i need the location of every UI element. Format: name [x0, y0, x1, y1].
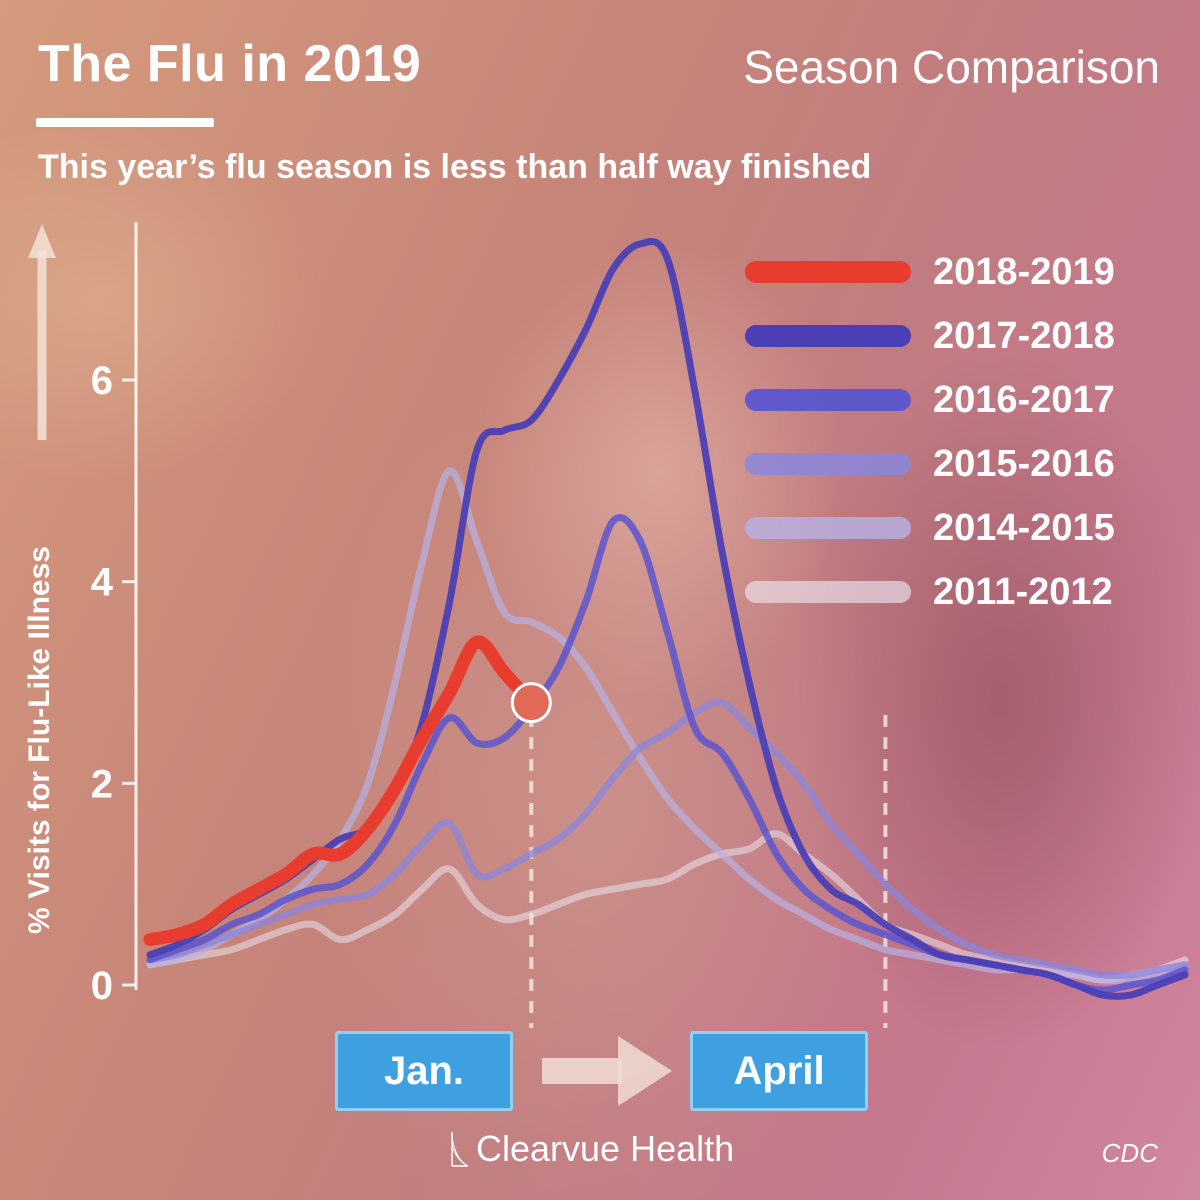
legend-swatch: [745, 517, 911, 539]
legend-label: 2017-2018: [933, 314, 1115, 357]
april-marker-box: April: [690, 1031, 868, 1111]
series-line-2011-2012: [146, 830, 1189, 984]
page-subheading: Season Comparison: [743, 41, 1160, 93]
chart-subtitle: This year’s flu season is less than half…: [38, 148, 872, 186]
up-arrow-icon: [28, 224, 56, 440]
legend-label: 2018-2019: [933, 250, 1115, 293]
legend-item: 2014-2015: [745, 496, 1165, 560]
y-axis-label: % Visits for Flu-Like Illness: [23, 546, 56, 934]
jan-marker-box: Jan.: [335, 1031, 513, 1111]
legend-swatch: [745, 581, 911, 603]
title-underline: [36, 118, 214, 127]
legend-item: 2016-2017: [745, 368, 1165, 432]
source-credit: CDC: [1101, 1138, 1158, 1168]
y-tick-label: 6: [91, 359, 113, 403]
series-line-2018-2019: [143, 635, 538, 947]
y-axis: 0 2 4 6: [28, 222, 138, 1008]
legend-swatch: [745, 389, 911, 411]
right-arrow-icon: [542, 1036, 672, 1106]
series-lines: [143, 238, 1189, 1000]
y-tick-label: 2: [91, 762, 113, 806]
legend-item: 2011-2012: [745, 560, 1165, 624]
clearvue-logo-icon: [451, 1132, 469, 1167]
legend-swatch: [745, 453, 911, 475]
y-tick-label: 4: [91, 561, 114, 605]
legend-item: 2017-2018: [745, 304, 1165, 368]
legend-label: 2015-2016: [933, 442, 1115, 485]
legend-swatch: [745, 261, 911, 283]
legend-item: 2015-2016: [745, 432, 1165, 496]
month-markers: [529, 715, 888, 1028]
y-tick-label: 0: [91, 964, 113, 1008]
legend: 2018-2019 2017-2018 2016-2017 2015-2016 2014…: [745, 240, 1165, 624]
series-line-2015-2016: [146, 698, 1189, 980]
legend-swatch: [745, 325, 911, 347]
legend-label: 2011-2012: [933, 570, 1113, 613]
highlight-layer: [510, 682, 552, 724]
legend-item: 2018-2019: [745, 240, 1165, 304]
brand: Clearvue Health: [450, 1128, 734, 1170]
current-week-point: [510, 682, 552, 724]
page-title: The Flu in 2019: [38, 35, 422, 93]
legend-label: 2014-2015: [933, 506, 1115, 549]
series-line-2017-2018: [146, 238, 1189, 1000]
brand-name: Clearvue Health: [476, 1128, 735, 1169]
legend-label: 2016-2017: [933, 378, 1115, 421]
